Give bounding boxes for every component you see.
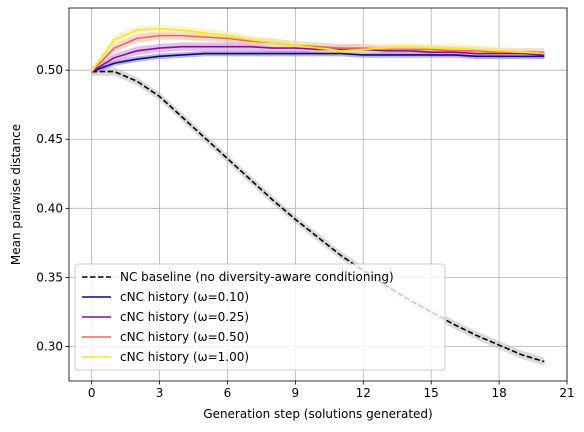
plot-frame xyxy=(68,7,568,382)
legend-entry: cNC history (ω=0.25) xyxy=(120,310,249,324)
y-tick-label: 0.40 xyxy=(36,201,63,215)
x-tick-label: 15 xyxy=(424,386,439,400)
legend-entry: cNC history (ω=0.10) xyxy=(120,290,249,304)
y-tick-label: 0.45 xyxy=(36,132,63,146)
grid xyxy=(69,8,568,381)
y-tick-label: 0.35 xyxy=(36,270,63,284)
series-band xyxy=(91,50,545,75)
legend: NC baseline (no diversity-aware conditio… xyxy=(74,263,446,371)
series-band xyxy=(91,67,545,366)
series-lines xyxy=(90,27,545,363)
y-tick-label: 0.50 xyxy=(36,63,63,77)
y-axis-label: Mean pairwise distance xyxy=(9,124,23,265)
series-line xyxy=(91,70,545,363)
x-tick-label: 6 xyxy=(224,386,232,400)
x-tick-label: 9 xyxy=(292,386,300,400)
series-line xyxy=(90,27,545,73)
y-tick-label: 0.30 xyxy=(36,339,63,353)
series-line xyxy=(91,45,545,73)
axis-ticks: 0 3 6 9 12 15 18 21 0.30 0.35 0.40 0.45 0.50 xyxy=(36,63,574,400)
legend-entry: cNC history (ω=0.50) xyxy=(120,330,249,344)
legend-entry: NC baseline (no diversity-aware conditio… xyxy=(120,270,394,284)
x-tick-label: 12 xyxy=(356,386,371,400)
x-tick-label: 18 xyxy=(491,386,506,400)
x-tick-label: 21 xyxy=(559,386,574,400)
series-band xyxy=(91,31,545,76)
legend-entry: cNC history (ω=1.00) xyxy=(120,350,249,364)
x-tick-label: 0 xyxy=(88,386,96,400)
series-line xyxy=(91,34,545,73)
x-axis-label: Generation step (solutions generated) xyxy=(203,407,432,421)
legend-box xyxy=(74,263,446,371)
x-tick-label: 3 xyxy=(156,386,164,400)
series-line xyxy=(91,52,545,73)
